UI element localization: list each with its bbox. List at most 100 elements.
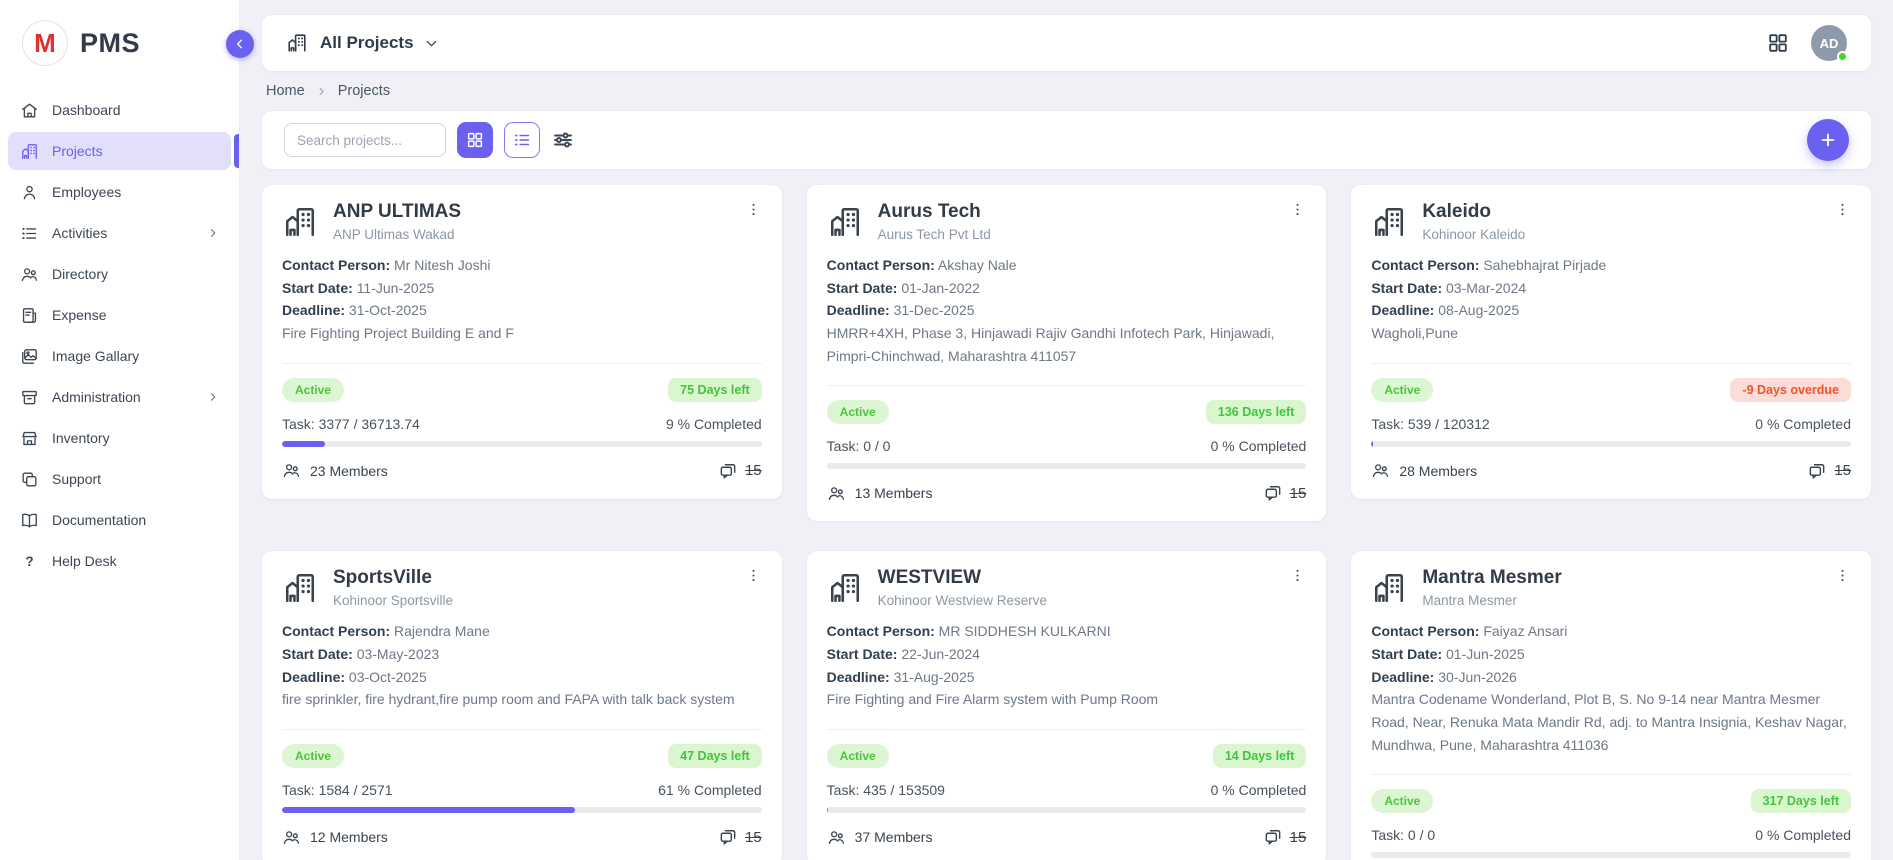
building-icon <box>282 204 318 240</box>
task-row: Task: 539 / 120312 0 % Completed <box>1371 416 1851 432</box>
sidebar: M PMS Dashboard Projects E <box>0 0 240 860</box>
chat-icon <box>718 461 738 481</box>
completed-percent: 0 % Completed <box>1210 782 1307 799</box>
card-footer: 12 Members 15 <box>282 827 762 847</box>
project-subtitle: Mantra Mesmer <box>1422 593 1517 609</box>
documentation-icon <box>20 511 39 530</box>
progress-bar <box>826 807 1307 814</box>
completed-percent: 0 % Completed <box>1755 415 1851 432</box>
sidebar-item[interactable]: Employees <box>8 173 231 211</box>
deadline-label: Deadline: <box>282 302 346 319</box>
completed-percent: 61 % Completed <box>658 782 762 799</box>
start-date-label: Start Date: <box>1371 279 1443 296</box>
project-card[interactable]: SportsVille Kohinoor Sportsville Contact… <box>262 551 782 860</box>
members[interactable]: 13 Members <box>827 484 932 503</box>
card-menu-button[interactable] <box>1834 567 1851 584</box>
brand-name: PMS <box>80 27 141 58</box>
sidebar-item[interactable]: Activities <box>8 214 231 252</box>
sidebar-item[interactable]: Image Gallary <box>8 337 231 375</box>
members-count: 28 Members <box>1399 462 1478 479</box>
project-subtitle: ANP Ultimas Wakad <box>333 227 455 242</box>
project-description: Wagholi,Pune <box>1371 325 1458 342</box>
toolbar-left <box>284 122 575 158</box>
project-card[interactable]: Kaleido Kohinoor Kaleido Contact Person:… <box>1351 185 1871 499</box>
sidebar-item[interactable]: Inventory <box>8 419 231 457</box>
sidebar-item[interactable]: Expense <box>8 296 231 334</box>
project-card[interactable]: ANP ULTIMAS ANP Ultimas Wakad Contact Pe… <box>262 185 782 499</box>
contact-value: Akshay Nale <box>937 257 1017 273</box>
sidebar-item-label: Documentation <box>52 512 147 528</box>
card-details: Contact Person: Mr Nitesh Joshi Start Da… <box>282 254 762 345</box>
card-details: Contact Person: MR SIDDHESH KULKARNI Sta… <box>827 620 1307 711</box>
header-actions: AD <box>1767 25 1848 62</box>
card-menu-button[interactable] <box>1834 201 1851 218</box>
start-date-value: 03-May-2023 <box>356 646 440 663</box>
members[interactable]: 12 Members <box>282 828 388 847</box>
search-input[interactable] <box>284 123 446 157</box>
start-date-label: Start Date: <box>282 646 353 663</box>
contact-label: Contact Person: <box>1371 257 1480 273</box>
user-avatar[interactable]: AD <box>1811 25 1848 62</box>
project-name: Kaleido <box>1422 201 1491 222</box>
online-status-dot <box>1837 51 1848 62</box>
card-divider <box>282 362 762 364</box>
progress-bar <box>826 463 1307 470</box>
toolbar <box>262 111 1871 169</box>
grid-view-button[interactable] <box>457 122 493 158</box>
badge-row: Active 14 Days left <box>826 744 1307 769</box>
sidebar-item[interactable]: Dashboard <box>8 91 231 129</box>
apps-grid-icon[interactable] <box>1767 32 1789 54</box>
progress-bar <box>1371 852 1851 859</box>
members[interactable]: 23 Members <box>282 461 388 480</box>
project-description: Fire Fighting Project Building E and F <box>282 325 514 342</box>
status-badge: Active <box>1371 377 1434 402</box>
task-row: Task: 0 / 0 0 % Completed <box>827 438 1307 454</box>
project-card[interactable]: Aurus Tech Aurus Tech Pvt Ltd Contact Pe… <box>806 185 1327 522</box>
sidebar-item[interactable]: Administration <box>8 378 231 416</box>
comments[interactable]: 15 <box>1263 827 1306 847</box>
progress-bar <box>1371 440 1851 447</box>
grid-view-icon <box>466 131 484 149</box>
start-date-value: 11-Jun-2025 <box>356 279 435 296</box>
card-menu-button[interactable] <box>1289 567 1306 584</box>
add-project-button[interactable] <box>1807 119 1849 161</box>
days-badge: 75 Days left <box>668 377 762 402</box>
chevron-down-icon[interactable] <box>424 36 439 51</box>
chevron-left-icon <box>233 37 247 51</box>
sidebar-item[interactable]: Documentation <box>8 501 231 539</box>
list-view-button[interactable] <box>504 122 540 158</box>
deadline-value: 03-Oct-2025 <box>348 668 427 685</box>
card-menu-button[interactable] <box>745 201 762 218</box>
sidebar-item[interactable]: Projects <box>8 132 239 170</box>
card-menu-button[interactable] <box>1289 201 1306 218</box>
sidebar-item[interactable]: Directory <box>8 255 231 293</box>
contact-value: Faiyaz Ansari <box>1483 623 1568 640</box>
comments[interactable]: 15 <box>1263 483 1306 503</box>
badge-row: Active 47 Days left <box>282 744 762 769</box>
card-titles: SportsVille Kohinoor Sportsville <box>333 567 453 608</box>
contact-label: Contact Person: <box>282 623 391 640</box>
project-card[interactable]: Mantra Mesmer Mantra Mesmer Contact Pers… <box>1351 551 1871 860</box>
badge-row: Active 136 Days left <box>826 400 1307 425</box>
project-name: SportsVille <box>333 567 432 589</box>
card-menu-button[interactable] <box>745 567 762 584</box>
deadline-label: Deadline: <box>282 668 346 685</box>
filters-button[interactable] <box>551 128 575 152</box>
comments[interactable]: 15 <box>1807 461 1851 481</box>
project-name: ANP ULTIMAS <box>333 201 462 222</box>
sidebar-item[interactable]: ? Help Desk <box>8 542 231 580</box>
sidebar-collapse-button[interactable] <box>226 30 254 58</box>
members-icon <box>282 828 301 847</box>
breadcrumb-home[interactable]: Home <box>266 83 305 99</box>
svg-text:?: ? <box>25 553 33 568</box>
sidebar-item[interactable]: Support <box>8 460 231 498</box>
card-header: ANP ULTIMAS ANP Ultimas Wakad <box>282 201 762 242</box>
project-card[interactable]: WESTVIEW Kohinoor Westview Reserve Conta… <box>806 551 1327 860</box>
building-icon <box>1371 570 1407 606</box>
members[interactable]: 37 Members <box>827 828 932 847</box>
comments[interactable]: 15 <box>718 461 762 481</box>
days-badge: 136 Days left <box>1205 400 1307 425</box>
members[interactable]: 28 Members <box>1371 461 1477 480</box>
comments[interactable]: 15 <box>718 827 762 847</box>
card-footer: 37 Members 15 <box>827 827 1306 847</box>
